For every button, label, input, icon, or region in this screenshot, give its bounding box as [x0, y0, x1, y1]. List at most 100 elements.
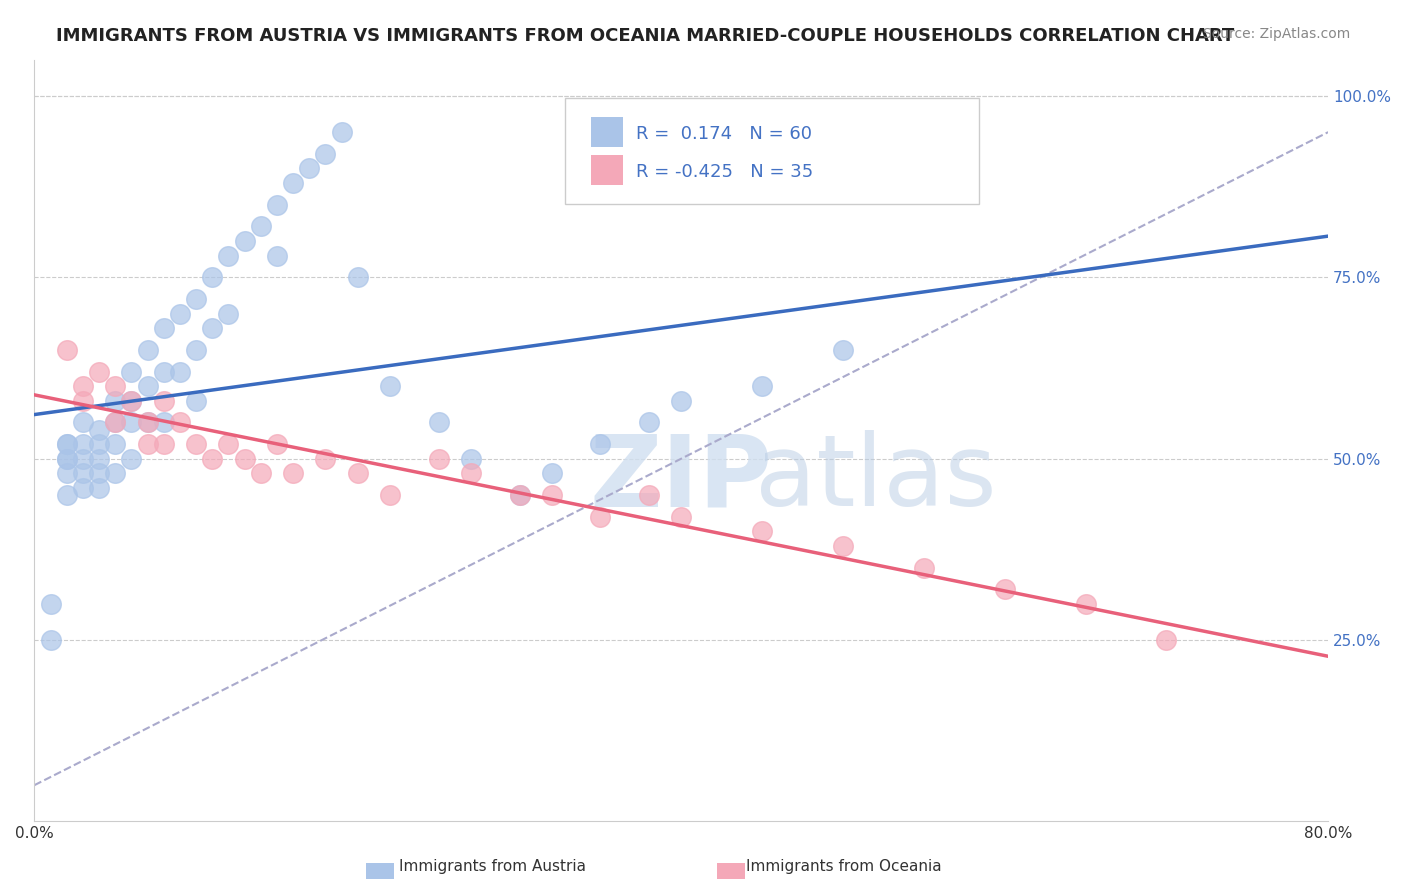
Point [104, 466, 127, 480]
Point [638, 488, 661, 502]
Point [314, 451, 336, 466]
Point [87, 451, 110, 466]
Point [120, 416, 142, 430]
Point [184, 393, 207, 408]
Text: atlas: atlas [755, 430, 995, 527]
Point [266, 198, 288, 212]
Bar [591, 155, 623, 186]
Point [298, 161, 321, 176]
Point [509, 488, 531, 502]
Point [314, 147, 336, 161]
Point [217, 437, 239, 451]
Point [541, 488, 564, 502]
Point [1156, 633, 1178, 648]
Point [39, 633, 62, 648]
Point [266, 248, 288, 262]
Point [72, 393, 94, 408]
Point [169, 365, 191, 379]
Point [169, 307, 191, 321]
Point [169, 416, 191, 430]
Point [120, 393, 142, 408]
Point [72, 416, 94, 430]
Point [72, 437, 94, 451]
Point [104, 393, 127, 408]
Point [346, 466, 368, 480]
Point [201, 321, 224, 335]
Point [233, 451, 256, 466]
Point [39, 597, 62, 611]
Point [832, 539, 855, 553]
Point [249, 219, 271, 234]
Point [912, 560, 935, 574]
Point [87, 423, 110, 437]
Point [281, 466, 304, 480]
Point [87, 437, 110, 451]
Point [55, 343, 77, 357]
Point [378, 488, 401, 502]
Text: Immigrants from Austria: Immigrants from Austria [398, 859, 586, 874]
Point [184, 437, 207, 451]
Text: R = -0.425   N = 35: R = -0.425 N = 35 [636, 162, 813, 180]
Point [120, 451, 142, 466]
Text: Source: ZipAtlas.com: Source: ZipAtlas.com [1202, 27, 1350, 41]
Point [201, 270, 224, 285]
Point [55, 437, 77, 451]
Point [233, 234, 256, 248]
Point [87, 481, 110, 495]
Point [136, 416, 159, 430]
Point [87, 466, 110, 480]
Point [152, 437, 174, 451]
Point [201, 451, 224, 466]
Text: ZIP: ZIP [591, 430, 773, 527]
Point [427, 451, 450, 466]
Point [136, 379, 159, 393]
Point [120, 393, 142, 408]
Point [184, 292, 207, 306]
Point [87, 365, 110, 379]
Point [184, 343, 207, 357]
Point [266, 437, 288, 451]
Point [460, 466, 482, 480]
Point [152, 321, 174, 335]
Text: Immigrants from Oceania: Immigrants from Oceania [745, 859, 942, 874]
Point [281, 176, 304, 190]
Point [994, 582, 1017, 597]
Point [638, 416, 661, 430]
Point [589, 509, 612, 524]
Point [1074, 597, 1097, 611]
Point [378, 379, 401, 393]
Point [136, 437, 159, 451]
Point [55, 488, 77, 502]
Point [72, 466, 94, 480]
Point [217, 248, 239, 262]
Point [104, 416, 127, 430]
Point [104, 379, 127, 393]
Point [72, 379, 94, 393]
Text: R =  0.174   N = 60: R = 0.174 N = 60 [636, 125, 813, 143]
Point [55, 437, 77, 451]
Point [104, 416, 127, 430]
Bar [591, 117, 623, 147]
Point [509, 488, 531, 502]
FancyBboxPatch shape [565, 98, 979, 204]
Point [589, 437, 612, 451]
Point [671, 393, 693, 408]
Point [249, 466, 271, 480]
Point [152, 416, 174, 430]
Point [671, 509, 693, 524]
Point [152, 365, 174, 379]
Point [427, 416, 450, 430]
Point [55, 466, 77, 480]
Point [72, 481, 94, 495]
Point [72, 451, 94, 466]
Point [541, 466, 564, 480]
Point [346, 270, 368, 285]
Point [330, 125, 353, 139]
Point [751, 524, 773, 539]
Point [460, 451, 482, 466]
Point [136, 416, 159, 430]
Point [55, 451, 77, 466]
Point [832, 343, 855, 357]
Point [136, 343, 159, 357]
Point [104, 437, 127, 451]
